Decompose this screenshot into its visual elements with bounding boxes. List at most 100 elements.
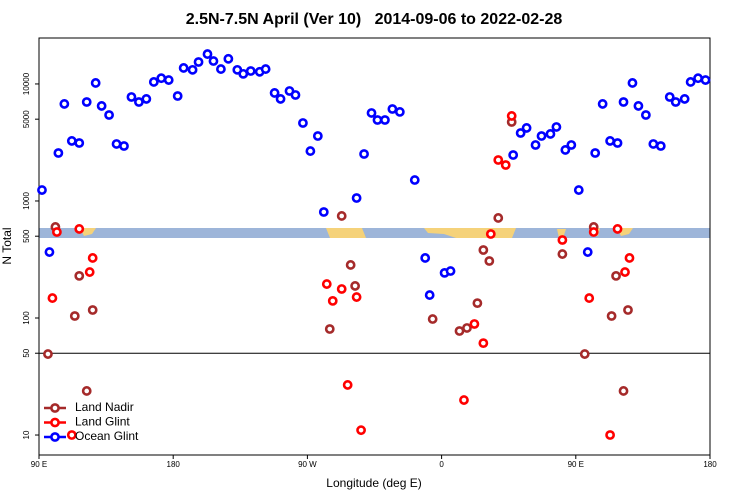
point <box>351 193 362 203</box>
y-axis-label: N Total <box>0 227 14 264</box>
y-tick-label: 50 <box>22 348 31 357</box>
point <box>74 138 85 148</box>
point <box>605 136 615 146</box>
point <box>134 97 144 107</box>
point <box>624 253 635 263</box>
point <box>508 150 519 160</box>
x-tick-label: 180 <box>167 460 181 469</box>
point <box>223 53 234 64</box>
point <box>81 97 92 107</box>
legend-marker <box>50 403 60 413</box>
chart-title: 2.5N-7.5N April (Ver 10) 2014-09-06 to 2… <box>186 11 563 28</box>
point <box>372 115 383 125</box>
point <box>336 211 347 221</box>
point <box>119 141 129 151</box>
point <box>148 77 159 87</box>
point <box>260 64 271 74</box>
point <box>633 101 644 111</box>
map-strip <box>39 228 710 238</box>
point <box>178 63 189 73</box>
plot-frame <box>38 37 711 456</box>
point <box>69 311 80 321</box>
point <box>420 253 431 263</box>
x-axis-label: Longitude (deg E) <box>326 476 421 490</box>
legend-marker <box>50 432 60 442</box>
point <box>557 235 568 245</box>
point <box>193 57 204 67</box>
point <box>620 267 630 277</box>
point <box>59 99 70 109</box>
y-tick-label: 100 <box>22 311 31 325</box>
point <box>627 78 638 88</box>
series <box>47 111 635 440</box>
point <box>605 430 615 440</box>
point <box>612 224 623 234</box>
point <box>47 293 58 303</box>
point <box>618 97 629 107</box>
point <box>141 94 152 104</box>
point <box>87 305 98 315</box>
legend-label: Ocean Glint <box>75 429 139 443</box>
point <box>53 148 64 158</box>
y-tick-label: 1000 <box>22 192 31 210</box>
point <box>693 73 703 84</box>
y-tick-label: 10000 <box>22 72 31 95</box>
point <box>351 292 362 302</box>
point <box>462 323 472 333</box>
point <box>163 75 174 85</box>
point <box>380 115 390 125</box>
point <box>345 260 356 270</box>
point <box>245 66 256 76</box>
point <box>356 425 366 436</box>
point <box>327 296 338 306</box>
point <box>557 249 568 259</box>
ocean-strip <box>39 228 710 238</box>
point <box>208 56 219 66</box>
point <box>366 108 377 118</box>
point <box>485 229 496 239</box>
point <box>387 104 398 114</box>
point <box>321 279 332 289</box>
point <box>394 107 405 117</box>
point <box>81 386 92 396</box>
point <box>530 140 541 150</box>
point <box>87 253 98 263</box>
point <box>655 141 666 151</box>
point <box>359 149 369 159</box>
point <box>424 290 435 300</box>
legend-label: Land Nadir <box>75 400 134 414</box>
point <box>566 140 577 150</box>
point <box>202 49 213 59</box>
point <box>590 148 601 158</box>
point <box>90 78 101 88</box>
point <box>454 326 465 336</box>
point <box>606 311 617 321</box>
point <box>582 247 593 257</box>
point <box>573 185 584 195</box>
x-tick-label: 90 E <box>31 460 47 469</box>
point <box>336 284 347 294</box>
point <box>478 245 489 255</box>
point <box>670 97 681 107</box>
point <box>700 75 711 85</box>
point <box>43 349 53 359</box>
series <box>37 49 711 300</box>
point <box>618 386 629 396</box>
point <box>269 88 280 98</box>
point <box>469 319 480 329</box>
point <box>216 64 226 74</box>
point <box>664 92 675 102</box>
point <box>305 146 316 156</box>
point <box>685 77 696 87</box>
point <box>350 281 361 291</box>
point <box>37 185 47 195</box>
point <box>545 129 556 139</box>
point <box>623 305 633 315</box>
point <box>318 207 329 217</box>
point <box>459 395 469 405</box>
point <box>290 90 301 100</box>
point <box>472 298 483 309</box>
point <box>126 92 137 102</box>
